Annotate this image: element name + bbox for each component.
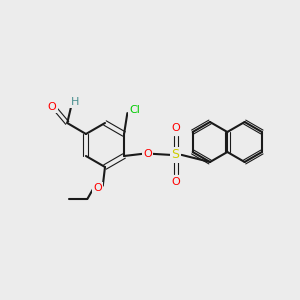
Text: O: O [48, 102, 56, 112]
Text: H: H [70, 97, 79, 107]
Text: O: O [93, 183, 102, 193]
Text: O: O [171, 123, 180, 133]
Text: Cl: Cl [129, 105, 140, 115]
Text: S: S [172, 148, 180, 161]
Text: O: O [171, 177, 180, 187]
Text: O: O [143, 149, 152, 159]
